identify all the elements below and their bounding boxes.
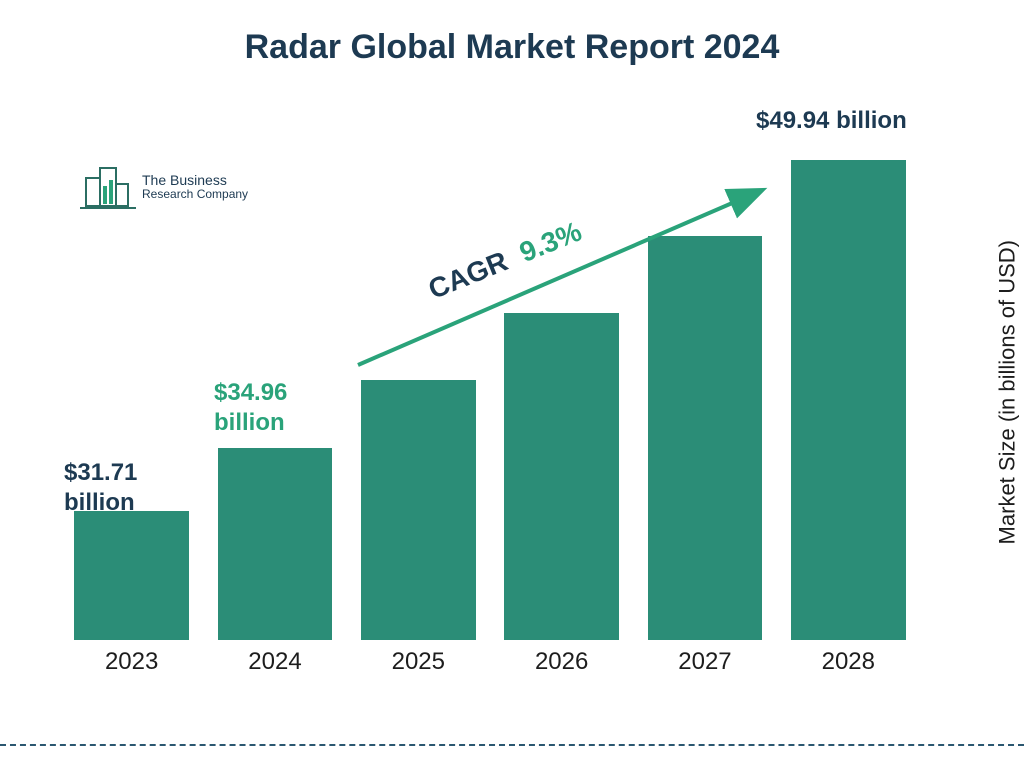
cagr-arrow-icon [350,185,780,385]
bar [218,448,333,640]
annotation-line1: $34.96 [214,379,287,406]
value-annotation-2023: $31.71 billion [64,458,137,518]
annotation-line1: $49.94 billion [756,107,907,134]
annotation-line2: billion [64,489,135,516]
bar-col: 2028 [777,120,920,640]
cagr-group: CAGR 9.3% [350,185,780,385]
value-annotation-2024: $34.96 billion [214,378,287,438]
annotation-line1: $31.71 [64,459,137,486]
x-tick-label: 2027 [678,648,731,676]
value-annotation-2028: $49.94 billion [756,106,907,136]
bar [791,160,906,640]
page-title: Radar Global Market Report 2024 [0,28,1024,67]
x-tick-label: 2025 [392,648,445,676]
y-axis-label: Market Size (in billions of USD) [994,240,1020,544]
bar [74,511,189,640]
bar-col: 2023 [60,120,203,640]
x-tick-label: 2024 [248,648,301,676]
bottom-rule [0,744,1024,746]
annotation-line2: billion [214,409,285,436]
bar [361,380,476,640]
x-tick-label: 2026 [535,648,588,676]
x-tick-label: 2028 [822,648,875,676]
x-tick-label: 2023 [105,648,158,676]
